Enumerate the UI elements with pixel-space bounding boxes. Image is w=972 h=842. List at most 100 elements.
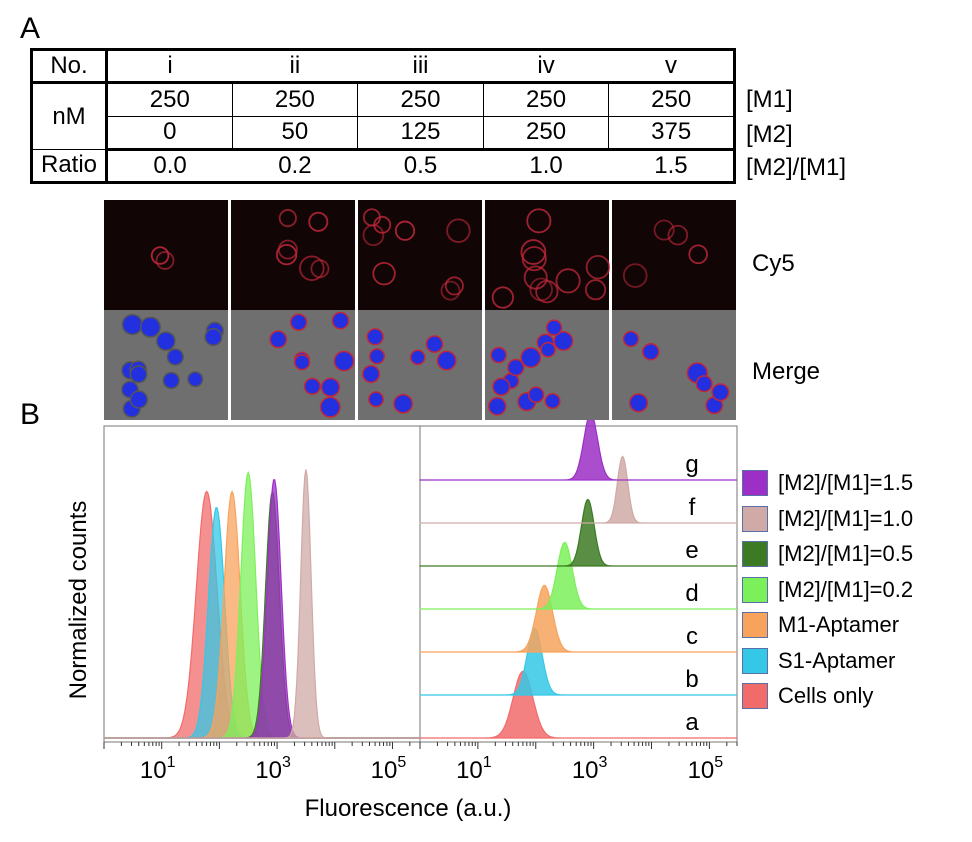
cell-nucleus xyxy=(320,377,341,397)
panel-label-a: A xyxy=(20,12,41,45)
track-histogram-g xyxy=(419,420,738,481)
x-tick-label: 101 xyxy=(140,754,176,784)
legend-label: Cells only xyxy=(778,683,874,708)
table-cell: 250 xyxy=(608,82,735,117)
cell-ring xyxy=(440,280,461,301)
concentration-table: No. i ii iii iv v nM 250 250 250 250 250… xyxy=(30,48,736,184)
legend-swatch xyxy=(742,683,768,709)
microscopy-tile-ii xyxy=(231,200,355,420)
track-label-g: g xyxy=(685,451,698,478)
table-cell: 125 xyxy=(357,115,484,151)
cell-nucleus xyxy=(520,347,542,368)
x-axis-label: Fluorescence (a.u.) xyxy=(305,795,512,822)
channel-label-cy5: Cy5 xyxy=(752,250,795,277)
cell-ring xyxy=(394,220,416,241)
table-column-header: iv xyxy=(483,48,609,85)
cell-ring xyxy=(150,246,170,265)
cell-nucleus xyxy=(319,396,341,418)
track-histogram-c xyxy=(419,584,738,653)
cell-nucleus xyxy=(527,386,545,404)
legend-label: S1-Aptamer xyxy=(778,647,896,673)
cell-nucleus xyxy=(121,313,143,336)
cy5-image xyxy=(104,200,228,310)
legend-item: S1-Aptamer xyxy=(742,646,895,676)
cell-nucleus xyxy=(293,354,311,371)
histogram--m2-m1-1-5 xyxy=(104,479,420,739)
cell-nucleus xyxy=(156,331,176,351)
legend-swatch xyxy=(742,612,768,638)
legend-item: Cells only xyxy=(742,681,873,711)
cell-ring xyxy=(278,209,297,228)
legend-swatch xyxy=(742,505,768,532)
cy5-image xyxy=(485,200,609,310)
legend-swatch xyxy=(742,576,768,603)
cell-ring xyxy=(155,251,175,270)
right-plot-frame xyxy=(419,425,738,743)
cell-ring xyxy=(491,286,514,309)
table-header-label: No. xyxy=(31,48,108,85)
table-cell: 1.0 xyxy=(483,148,609,184)
cell-nucleus xyxy=(393,393,414,414)
cell-nucleus xyxy=(166,348,184,366)
cell-nucleus xyxy=(289,313,308,331)
legend-swatch xyxy=(742,470,768,496)
x-tick-label: 105 xyxy=(371,754,407,784)
cell-ring xyxy=(529,277,553,302)
table-cell: 250 xyxy=(482,115,610,151)
cell-ring xyxy=(299,255,325,281)
cell-ring xyxy=(520,239,547,265)
table-cell: 250 xyxy=(106,82,233,117)
cell-ring xyxy=(526,208,552,234)
cell-nucleus xyxy=(545,319,563,336)
cell-nucleus xyxy=(139,316,161,338)
legend-swatch xyxy=(742,647,768,674)
table-column-header: i xyxy=(106,48,233,85)
cell-ring xyxy=(555,268,581,294)
cell-ring xyxy=(372,261,396,286)
cell-ring xyxy=(446,218,471,243)
legend-label: [M2]/[M1]=1.0 xyxy=(778,505,914,531)
legend-item: [M2]/[M1]=1.0 xyxy=(742,504,913,534)
track-histogram-e xyxy=(419,498,738,567)
table-row-m1: nM 250 250 250 250 250 xyxy=(31,82,735,150)
cell-ring xyxy=(523,265,548,290)
x-tick-label: 101 xyxy=(456,754,492,784)
track-histogram-a xyxy=(420,670,737,739)
cell-nucleus xyxy=(628,393,649,413)
table-cell: 0.0 xyxy=(106,148,233,184)
cell-ring xyxy=(585,279,607,301)
cell-nucleus xyxy=(436,350,457,371)
cell-nucleus xyxy=(622,330,640,348)
cy5-image xyxy=(231,200,355,310)
cell-nucleus xyxy=(540,341,556,358)
cell-ring xyxy=(585,254,611,280)
cell-nucleus xyxy=(331,311,350,330)
table-row-ratio: Ratio 0.0 0.2 0.5 1.0 1.5 xyxy=(31,148,735,184)
panel-label-b: B xyxy=(20,398,41,431)
microscopy-panel xyxy=(104,200,736,420)
cell-nucleus xyxy=(129,390,148,409)
cell-nucleus xyxy=(490,346,507,364)
legend-item: [M2]/[M1]=1.5 xyxy=(742,468,913,498)
track-label-c: c xyxy=(686,623,698,650)
cell-nucleus xyxy=(642,343,660,361)
cell-nucleus xyxy=(129,365,148,384)
track-histogram-f xyxy=(419,455,738,524)
legend-label: [M2]/[M1]=1.5 xyxy=(778,470,914,495)
table-cell: 0.2 xyxy=(232,148,358,184)
cell-nucleus xyxy=(425,335,444,353)
cell-nucleus xyxy=(711,383,730,402)
cell-nucleus xyxy=(368,391,385,408)
histogram--m2-m1-1-0 xyxy=(104,469,420,739)
x-tick-label: 103 xyxy=(572,754,608,784)
table-row-m2: 0 50 125 250 375 xyxy=(32,115,735,151)
side-label-m1: [M1] xyxy=(746,86,793,113)
cell-nucleus xyxy=(361,364,381,384)
table-cell: 250 xyxy=(357,82,484,117)
track-label-b: b xyxy=(685,666,698,693)
cell-nucleus xyxy=(368,348,386,365)
legend-label: M1-Aptamer xyxy=(778,612,900,637)
cell-nucleus xyxy=(333,350,355,372)
cell-ring xyxy=(622,263,648,288)
cy5-image xyxy=(358,200,482,310)
